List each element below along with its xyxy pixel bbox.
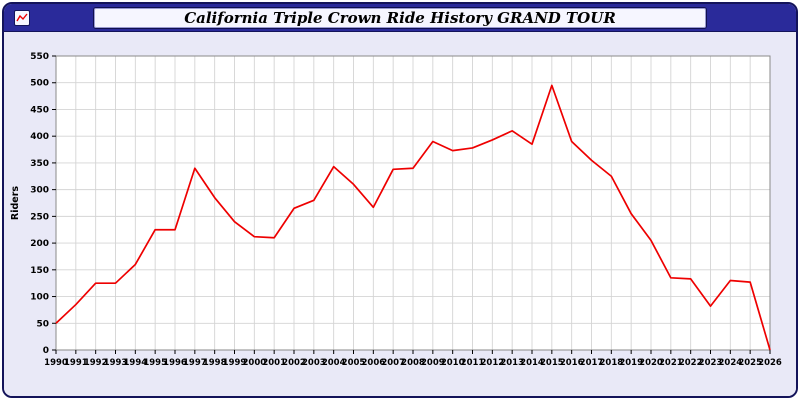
y-tick-label: 50 <box>36 319 49 329</box>
y-tick-label: 550 <box>30 52 49 62</box>
x-tick-label: 2017 <box>580 358 604 368</box>
chart-area: 0 50 100 150 200 250 300 350 400 450 500 550 1990 199… <box>4 36 796 396</box>
x-tick-label: 2024 <box>718 358 742 368</box>
x-tick-label: 2010 <box>441 358 465 368</box>
x-tick-label: 1991 <box>64 358 88 368</box>
x-tick-label: 2026 <box>758 358 782 368</box>
x-tick-label: 2015 <box>540 358 564 368</box>
x-tick-label: 2016 <box>560 358 584 368</box>
x-tick-label: 2005 <box>342 358 366 368</box>
x-tick-label: 1996 <box>163 358 187 368</box>
y-tick-label: 250 <box>30 212 49 222</box>
x-tick-label: 2025 <box>738 358 762 368</box>
y-tick-label: 400 <box>30 132 49 142</box>
x-tick-label: 2002 <box>282 358 306 368</box>
x-tick-label: 1995 <box>143 358 167 368</box>
y-tick-label: 450 <box>30 105 49 115</box>
y-axis-label: Riders <box>10 186 21 221</box>
x-tick-label: 2009 <box>421 358 445 368</box>
x-tick-label: 2022 <box>679 358 703 368</box>
x-tick-label: 2014 <box>520 358 544 368</box>
x-tick-label: 2020 <box>639 358 663 368</box>
x-tick-label: 2023 <box>699 358 723 368</box>
x-tick-label: 2000 <box>242 358 266 368</box>
window-titlebar[interactable]: California Triple Crown Ride History GRA… <box>4 4 796 32</box>
x-tick-label: 1993 <box>104 358 128 368</box>
x-tick-label: 2003 <box>302 358 326 368</box>
chart-glyph-icon <box>16 13 28 22</box>
y-tick-label: 100 <box>30 293 49 303</box>
page-title: California Triple Crown Ride History GRA… <box>93 6 707 29</box>
x-tick-label: 2011 <box>461 358 485 368</box>
x-tick-label: 2008 <box>401 358 425 368</box>
y-tick-label: 300 <box>30 186 49 196</box>
x-tick-label: 2018 <box>599 358 623 368</box>
x-tick-label: 2006 <box>361 358 385 368</box>
x-tick-label: 1994 <box>123 358 147 368</box>
x-tick-label: 2019 <box>619 358 643 368</box>
y-tick-label: 0 <box>43 346 49 356</box>
x-tick-label: 1990 <box>44 358 68 368</box>
y-tick-label: 200 <box>30 239 49 249</box>
x-tick-label: 2021 <box>659 358 683 368</box>
x-tick-label: 2012 <box>480 358 504 368</box>
app-icon <box>14 10 30 26</box>
riders-line-series <box>55 84 771 351</box>
ride-history-line-chart: 0501001502002503003504004505005501990199… <box>4 36 796 396</box>
x-tick-label: 1992 <box>84 358 108 368</box>
y-tick-label: 500 <box>30 79 49 89</box>
x-tick-label: 2001 <box>262 358 286 368</box>
x-tick-label: 2013 <box>500 358 524 368</box>
x-tick-label: 2004 <box>322 358 346 368</box>
y-tick-label: 150 <box>30 266 49 276</box>
x-tick-label: 1999 <box>223 358 247 368</box>
x-tick-label: 1997 <box>183 358 207 368</box>
x-tick-label: 1998 <box>203 358 227 368</box>
x-tick-label: 2007 <box>381 358 405 368</box>
y-tick-label: 350 <box>30 159 49 169</box>
